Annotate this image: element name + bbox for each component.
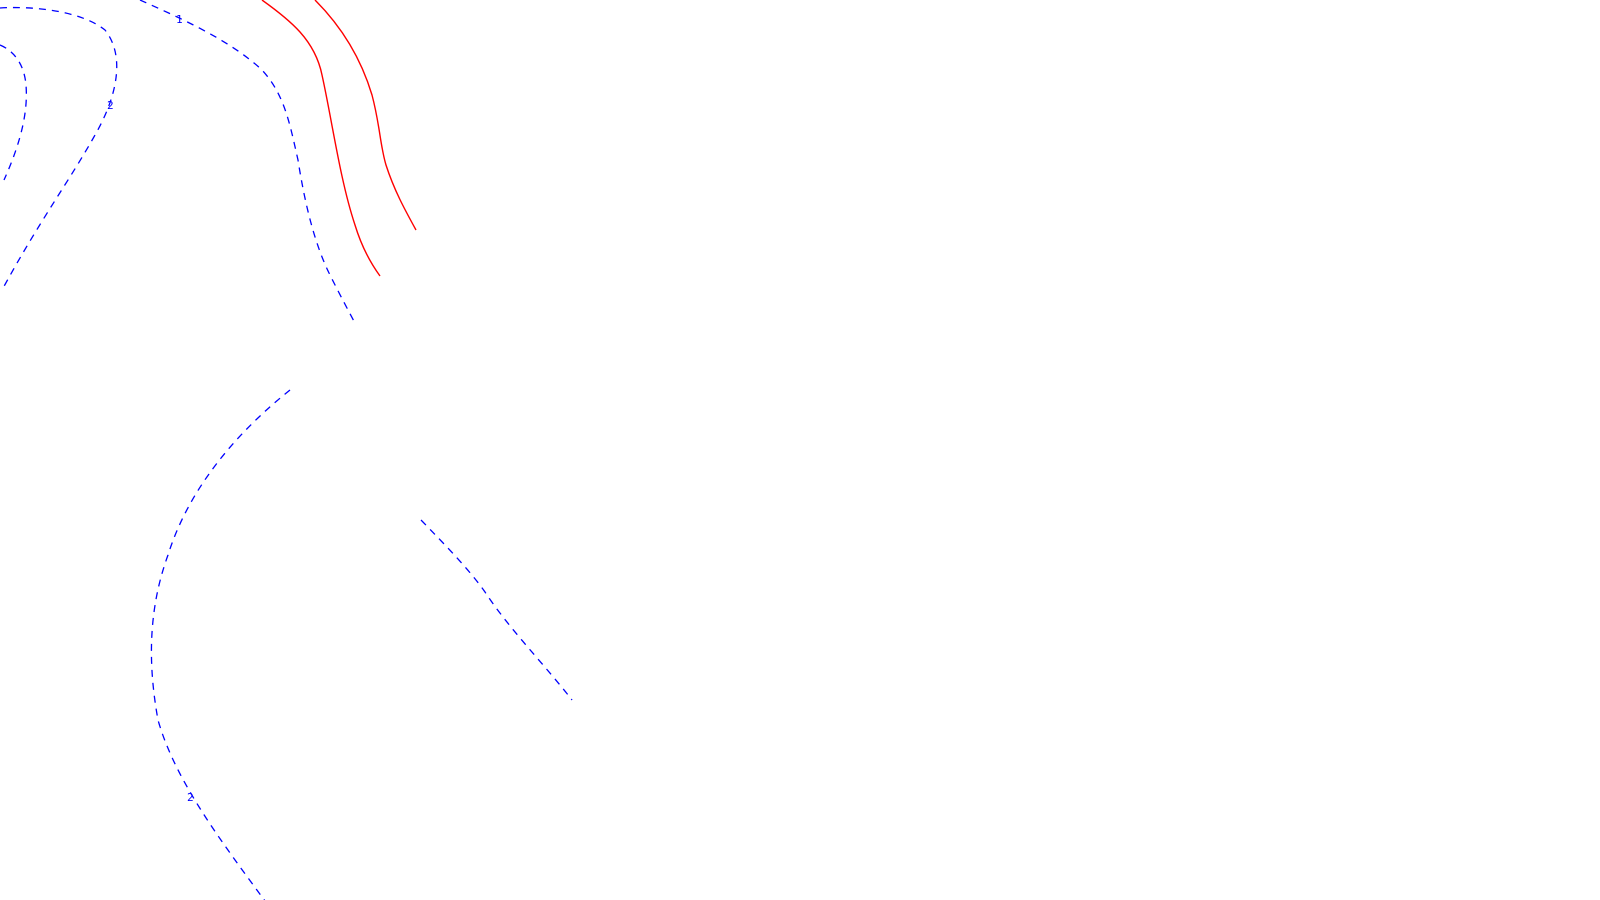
dashed-contour-top-left-inner	[0, 44, 28, 181]
solid-contour-inner	[261, 0, 381, 277]
contour-label-2-top: 2	[107, 99, 114, 112]
dashed-contour-top-left-outer	[0, 6, 118, 291]
dashed-contour-lower-left	[150, 389, 291, 900]
solid-contour-outer	[314, 0, 417, 231]
contour-label-2-bottom: 2	[187, 791, 194, 804]
dashed-contour-lower-middle	[420, 519, 573, 701]
dashed-contour-upper-middle	[139, 0, 357, 326]
contour-label-1: 1	[176, 13, 183, 26]
